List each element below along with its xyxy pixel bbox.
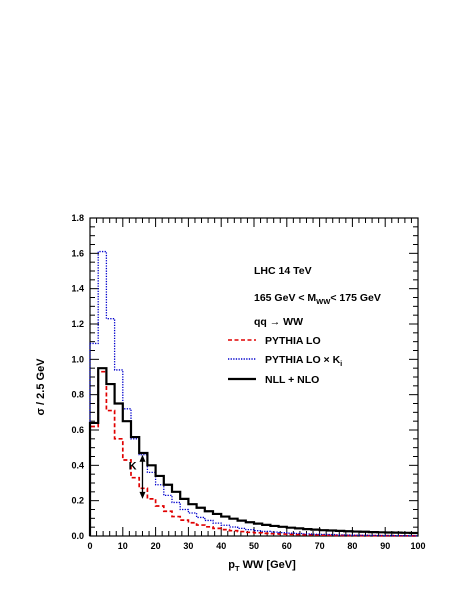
k-annotation-label: K — [129, 460, 137, 472]
x-tick-label: 50 — [249, 541, 259, 551]
legend-title-lhc: LHC 14 TeV — [254, 265, 312, 277]
y-axis-label: σ / 2.5 GeV — [35, 358, 47, 416]
x-tick-label: 80 — [347, 541, 357, 551]
y-tick-label: 1.2 — [71, 319, 84, 329]
x-tick-label: 30 — [183, 541, 193, 551]
k-factor-annotation: K — [129, 454, 146, 499]
legend-mass-range: 165 GeV < MWW< 175 GeV — [254, 292, 381, 306]
y-tick-label: 0.4 — [71, 460, 84, 470]
k-arrow-head-bottom — [139, 491, 146, 499]
x-tick-label: 90 — [380, 541, 390, 551]
axis-ticks: 0 10 20 30 40 50 60 70 80 90 100 0.0 0.2 0.4 0.6 0.8 1.0… — [71, 213, 425, 551]
y-tick-label: 0.6 — [71, 425, 84, 435]
series-line-2 — [88, 367, 418, 536]
legend-label-nll-nlo: NLL + NLO — [265, 374, 319, 386]
y-tick-label: 1.4 — [71, 284, 84, 294]
legend-process: qq → WW — [254, 316, 303, 328]
x-tick-label: 10 — [118, 541, 128, 551]
x-tick-label: 60 — [282, 541, 292, 551]
x-tick-label: 100 — [410, 541, 425, 551]
y-tick-label: 0.2 — [71, 496, 84, 506]
x-tick-label: 20 — [151, 541, 161, 551]
x-tick-label: 0 — [87, 541, 92, 551]
x-tick-label: 70 — [315, 541, 325, 551]
y-tick-label: 1.0 — [71, 354, 84, 364]
y-tick-label: 1.8 — [71, 213, 84, 223]
y-tick-label: 0.0 — [71, 531, 84, 541]
legend-label-pythia-lo-k: PYTHIA LO × Ki — [265, 354, 342, 368]
x-tick-label: 40 — [216, 541, 226, 551]
k-arrow-head-top — [139, 454, 146, 462]
y-tick-label: 0.8 — [71, 390, 84, 400]
legend-label-pythia-lo: PYTHIA LO — [265, 335, 321, 347]
x-axis-label: pT WW [GeV] — [228, 559, 296, 573]
y-tick-label: 1.6 — [71, 248, 84, 258]
legend: LHC 14 TeV 165 GeV < MWW< 175 GeV qq → W… — [228, 265, 381, 386]
series-line-1 — [89, 250, 418, 537]
